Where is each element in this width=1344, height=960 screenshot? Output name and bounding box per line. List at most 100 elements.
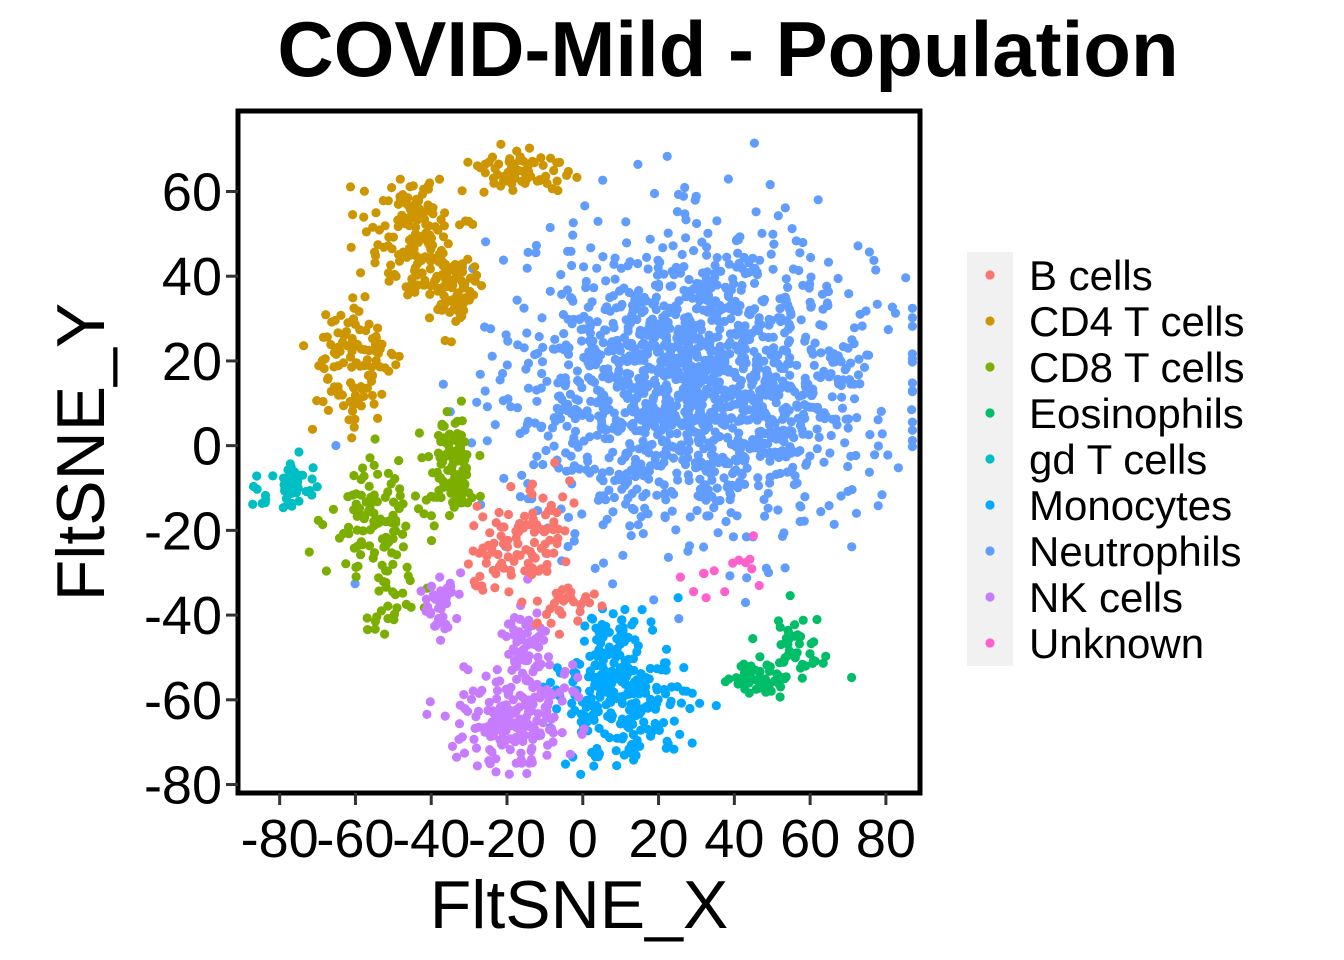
scatter-point — [700, 355, 710, 365]
scatter-point — [503, 509, 514, 520]
scatter-point — [595, 491, 605, 501]
scatter-point — [723, 364, 734, 374]
scatter-point — [517, 470, 527, 480]
scatter-point — [634, 444, 644, 454]
scatter-point — [755, 386, 765, 396]
scatter-point — [447, 741, 458, 752]
scatter-point — [740, 597, 751, 608]
scatter-point — [532, 396, 542, 406]
scatter-point — [684, 541, 695, 551]
scatter-point — [281, 494, 291, 504]
y-tick-label: -20 — [144, 501, 222, 561]
scatter-point — [778, 425, 789, 435]
plot-border — [235, 108, 923, 796]
scatter-point — [453, 288, 463, 298]
scatter-point — [658, 317, 668, 328]
scatter-point — [390, 269, 400, 280]
scatter-point — [546, 618, 556, 628]
scatter-point — [722, 457, 732, 467]
scatter-point — [640, 428, 650, 438]
scatter-point — [395, 174, 405, 184]
scatter-point — [620, 480, 630, 490]
scatter-point — [637, 340, 647, 350]
scatter-point — [526, 754, 537, 765]
scatter-point — [544, 506, 554, 516]
scatter-point — [598, 558, 609, 568]
scatter-point — [369, 399, 379, 409]
scatter-point — [622, 368, 632, 378]
scatter-point — [403, 571, 413, 581]
y-tick-label: -80 — [144, 756, 222, 816]
scatter-point — [536, 383, 546, 393]
scatter-point — [485, 759, 495, 769]
scatter-point — [671, 413, 681, 423]
scatter-point — [394, 503, 404, 514]
scatter-point — [541, 609, 552, 620]
scatter-point — [380, 221, 390, 231]
scatter-point — [609, 492, 620, 503]
scatter-point — [512, 661, 522, 671]
scatter-point — [748, 305, 758, 315]
scatter-point — [574, 692, 584, 702]
scatter-point — [775, 692, 785, 702]
scatter-point — [749, 138, 760, 148]
scatter-point — [348, 382, 358, 392]
scatter-point — [515, 428, 525, 439]
scatter-point — [689, 246, 699, 256]
scatter-point — [731, 330, 742, 340]
scatter-point — [407, 274, 417, 284]
scatter-point — [636, 349, 647, 359]
scatter-point — [720, 587, 730, 597]
scatter-point — [754, 313, 764, 323]
scatter-point — [662, 736, 672, 747]
scatter-point — [656, 413, 666, 423]
scatter-point — [853, 370, 864, 380]
series-nk-cells — [416, 568, 589, 779]
scatter-point — [798, 237, 808, 248]
scatter-point — [632, 647, 642, 657]
scatter-point — [534, 332, 544, 342]
scatter-point — [780, 563, 790, 573]
scatter-point — [683, 470, 693, 480]
scatter-point — [388, 534, 398, 544]
scatter-point — [344, 529, 354, 539]
scatter-point — [596, 638, 606, 648]
scatter-point — [532, 608, 542, 618]
scatter-point — [669, 716, 679, 726]
scatter-point — [532, 596, 543, 606]
scatter-point — [612, 335, 622, 345]
scatter-point — [659, 684, 669, 695]
scatter-point — [537, 368, 547, 379]
scatter-point — [701, 274, 711, 284]
scatter-point — [552, 538, 562, 549]
scatter-point — [348, 293, 358, 303]
scatter-point — [683, 434, 693, 444]
scatter-point — [763, 413, 773, 423]
scatter-point — [769, 239, 779, 249]
scatter-point — [709, 566, 719, 576]
scatter-point — [691, 191, 701, 201]
scatter-point — [841, 414, 851, 424]
scatter-point — [833, 273, 843, 284]
legend-key — [985, 592, 995, 602]
scatter-point — [708, 455, 719, 465]
scatter-point — [515, 630, 525, 641]
scatter-point — [754, 673, 764, 683]
scatter-point — [818, 658, 828, 668]
scatter-point — [542, 707, 552, 717]
scatter-point — [854, 354, 864, 364]
scatter-point — [441, 294, 451, 304]
scatter-point — [505, 745, 515, 755]
scatter-point — [568, 686, 578, 696]
scatter-point — [569, 461, 580, 471]
series-unknown — [675, 531, 764, 603]
scatter-point — [779, 293, 789, 303]
scatter-point — [684, 274, 694, 285]
scatter-point — [523, 247, 533, 257]
scatter-point — [907, 349, 918, 359]
scatter-point — [424, 221, 434, 231]
scatter-point — [667, 441, 677, 451]
scatter-point — [522, 263, 532, 273]
scatter-point — [672, 207, 683, 217]
scatter-point — [488, 565, 498, 576]
